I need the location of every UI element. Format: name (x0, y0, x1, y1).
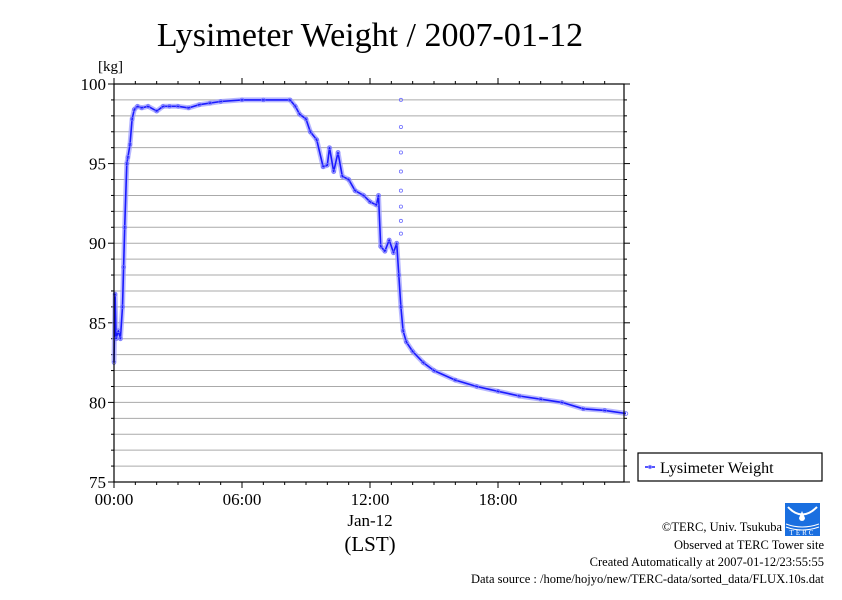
data-point (139, 105, 144, 111)
data-point (125, 155, 131, 160)
data-point (297, 112, 302, 117)
data-point (398, 304, 404, 310)
y-tick-label: 95 (89, 155, 106, 174)
data-point (453, 377, 458, 383)
data-point (197, 102, 202, 107)
data-point (538, 397, 543, 402)
y-tick-label: 100 (81, 75, 107, 94)
data-point (581, 406, 586, 411)
data-point (602, 408, 607, 413)
plot-frame (113, 83, 625, 483)
series-line (113, 99, 627, 415)
data-point (474, 384, 479, 389)
outlier-point (398, 218, 403, 223)
data-point (132, 107, 137, 112)
data-point (404, 339, 409, 345)
copyright-text: ©TERC, Univ. Tsukuba (661, 520, 782, 534)
data-point (517, 393, 522, 399)
data-point (335, 150, 341, 155)
x-tick-label: 06:00 (223, 490, 262, 509)
outlier-point (398, 231, 403, 236)
data-point (325, 162, 330, 168)
data-point (287, 97, 293, 103)
data-point (314, 137, 319, 142)
data-point (559, 400, 565, 405)
data-point (167, 104, 172, 109)
svg-text:TERC: TERC (790, 529, 816, 537)
data-point (207, 100, 213, 106)
data-point (120, 304, 125, 310)
data-point (421, 360, 426, 365)
data-point (186, 105, 191, 111)
data-point (396, 272, 401, 278)
data-point (160, 104, 166, 109)
data-point (261, 97, 266, 103)
y-tick-label: 75 (89, 473, 106, 492)
created-text: Created Automatically at 2007-01-12/23:5… (589, 555, 824, 569)
chart-title: Lysimeter Weight / 2007-01-12 (157, 17, 583, 54)
data-point (327, 145, 332, 150)
data-point (374, 202, 379, 208)
data-point (376, 193, 381, 198)
x-tick-label: 18:00 (479, 490, 518, 509)
y-axis-label: [kg] (98, 59, 123, 75)
data-point (293, 104, 298, 109)
y-tick-label: 85 (89, 314, 106, 333)
x-tick-label: 00:00 (95, 490, 134, 509)
data-point (391, 250, 396, 255)
data-point (378, 244, 383, 249)
data-point (118, 336, 123, 341)
legend-label: Lysimeter Weight (660, 460, 774, 477)
data-point (303, 116, 309, 122)
y-tick-label: 80 (89, 393, 106, 412)
outlier-point (398, 124, 403, 129)
data-point (367, 199, 373, 205)
data-point (135, 104, 140, 109)
data-point (218, 99, 223, 104)
data-point (320, 164, 326, 169)
data-point (346, 177, 351, 182)
outlier-point (398, 204, 403, 209)
data-point (127, 142, 133, 147)
data-point (239, 97, 245, 103)
data-point (331, 169, 336, 174)
site-text: Observed at TERC Tower site (673, 538, 824, 552)
data-point (121, 264, 126, 270)
outlier-point (398, 97, 403, 102)
data-point (308, 129, 313, 134)
terc-logo: TERC (785, 503, 820, 537)
data-point (394, 240, 399, 246)
data-point (340, 174, 345, 179)
data-point (145, 104, 151, 109)
data-point (116, 328, 121, 333)
outlier-point (398, 169, 403, 174)
legend: Lysimeter Weight (637, 452, 823, 482)
data-point (431, 368, 437, 373)
outlier-point (398, 150, 403, 155)
data-point (129, 116, 135, 122)
data-point (352, 188, 358, 193)
data-point (124, 161, 129, 166)
date-label: Jan-12 (347, 511, 392, 530)
data-point (361, 193, 366, 198)
data-point (175, 104, 181, 109)
data-point (382, 248, 388, 254)
source-text: Data source : /home/hojyo/new/TERC-data/… (470, 572, 824, 586)
data-point (112, 291, 118, 297)
data-point (410, 349, 415, 354)
data-point (154, 108, 159, 114)
series-halo (111, 97, 627, 416)
data-point (387, 237, 392, 243)
y-tick-label: 90 (89, 234, 106, 253)
data-point (495, 389, 501, 394)
x-tick-label: 12:00 (351, 490, 390, 509)
data-point (400, 328, 406, 333)
outlier-point (398, 188, 403, 193)
x-axis-label: (LST) (344, 532, 395, 556)
data-point (122, 225, 127, 230)
